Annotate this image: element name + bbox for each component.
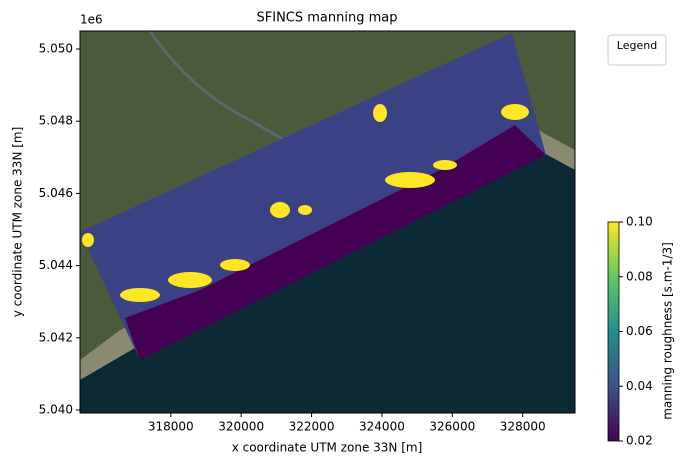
legend [607,34,667,66]
x-tick-label: 322000 [289,420,335,434]
y-tick-label: 5.042 [39,330,73,344]
y-axis-label: y coordinate UTM zone 33N [m] [11,127,25,318]
colorbar-tick-label: 0.06 [626,324,653,338]
y-tick-label: 5.048 [39,114,73,128]
axes-frame [79,30,576,414]
x-tick-label: 318000 [148,420,194,434]
x-tick-label: 324000 [359,420,405,434]
chart-title: SFINCS manning map [257,11,398,26]
y-tick-label: 5.040 [39,403,73,417]
offset-text: 1e6 [80,13,103,27]
colorbar-tick-label: 0.04 [626,379,653,393]
colorbar-label: manning roughness [s.m-1/3] [661,242,675,420]
colorbar-tick-label: 0.10 [626,215,653,229]
colorbar-tick-label: 0.02 [626,434,653,448]
x-tick-label: 320000 [218,420,264,434]
legend-title: Legend [617,39,657,52]
x-axis-label: x coordinate UTM zone 33N [m] [232,441,423,455]
y-tick-label: 5.046 [39,186,73,200]
x-tick-label: 326000 [429,420,475,434]
colorbar-tick-label: 0.08 [626,269,653,283]
colorbar [607,221,620,442]
y-tick-label: 5.050 [39,42,73,56]
y-tick-label: 5.044 [39,258,73,272]
high-roughness-areas [82,104,529,302]
basemap [80,31,575,413]
x-tick-label: 328000 [500,420,546,434]
